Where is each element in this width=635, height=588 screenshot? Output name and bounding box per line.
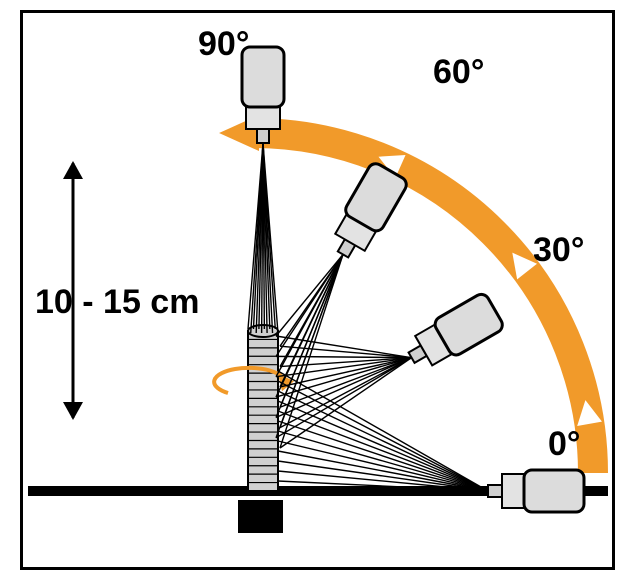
angle-label-0: 0° xyxy=(548,425,581,464)
figure-frame: 90° 60° 30° 0° 10 - 15 cm xyxy=(20,10,615,570)
angle-label-90: 90° xyxy=(198,25,249,64)
angle-label-30: 30° xyxy=(533,231,584,270)
specimen xyxy=(248,325,278,491)
angle-label-60: 60° xyxy=(433,53,484,92)
distance-label: 10 - 15 cm xyxy=(35,283,199,322)
